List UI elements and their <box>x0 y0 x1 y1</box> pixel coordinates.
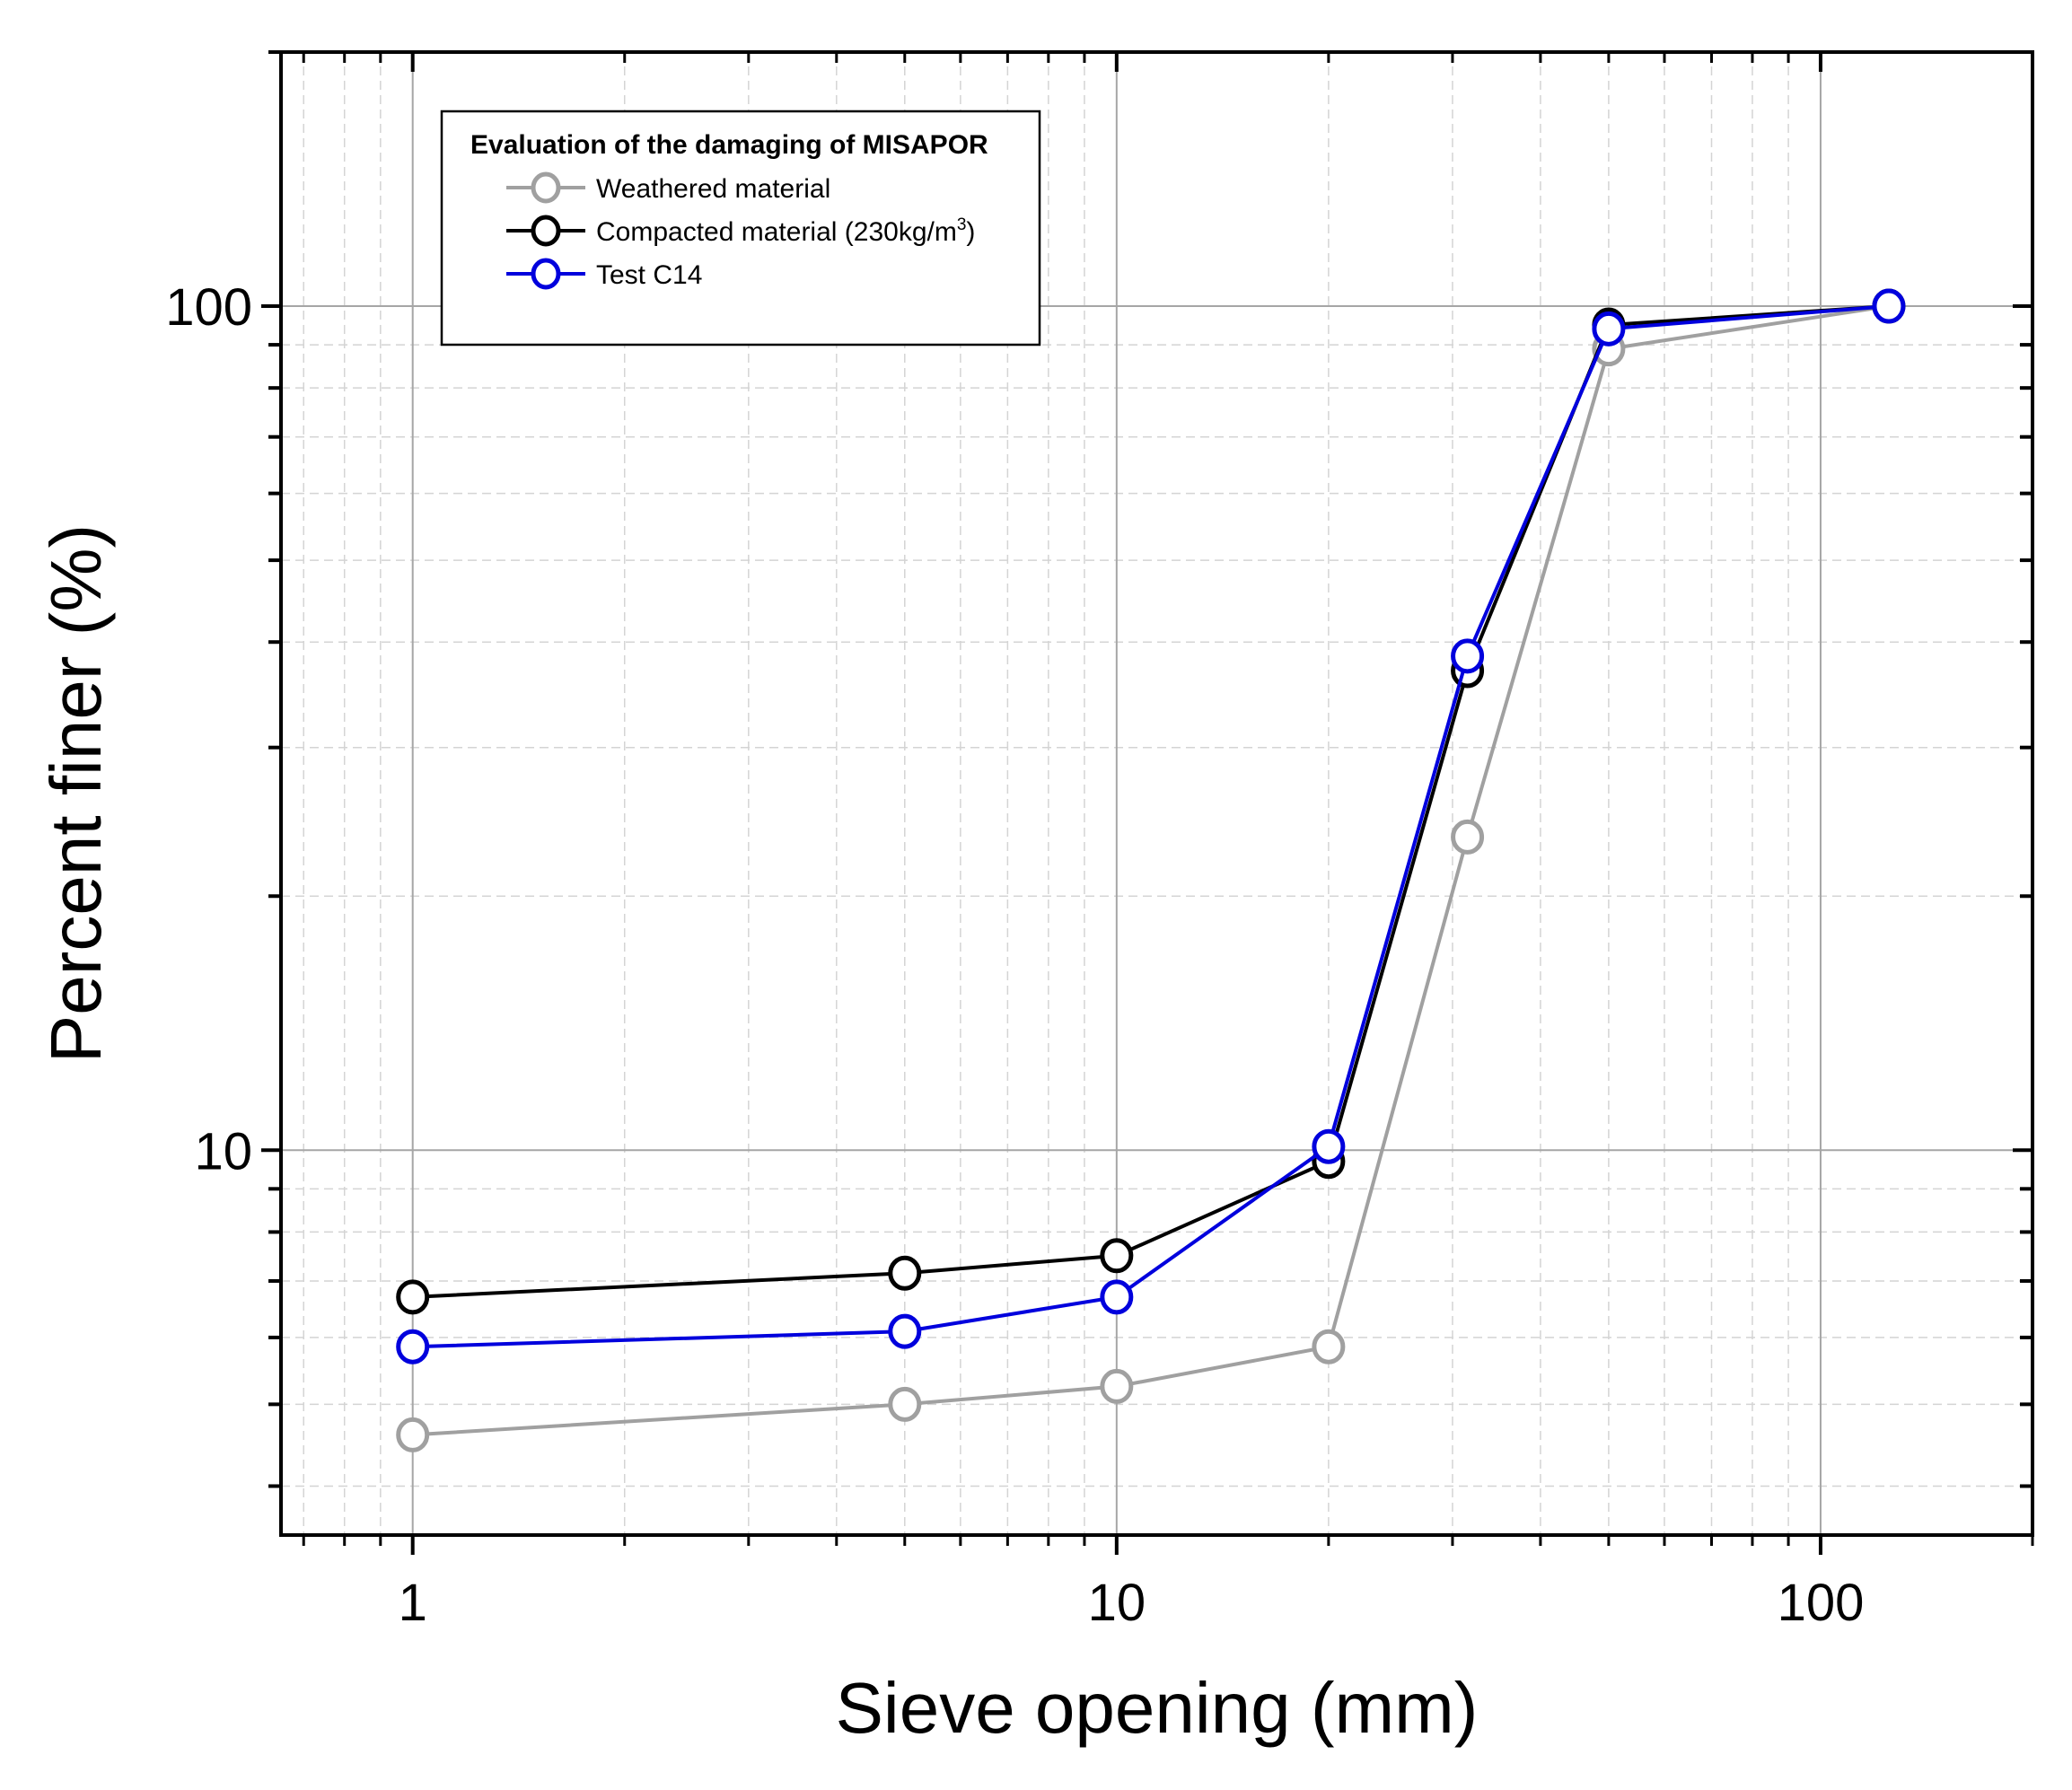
data-point <box>1100 1368 1134 1404</box>
data-point <box>1312 1128 1346 1164</box>
plot-frame <box>279 50 2034 1537</box>
x-tick-label: 100 <box>1778 1574 1865 1632</box>
data-point <box>888 1313 922 1349</box>
legend-marker <box>531 258 561 290</box>
legend-label: Compacted material (230kg/m3) <box>596 215 975 247</box>
legend-marker <box>531 215 561 247</box>
legend-marker <box>531 171 561 204</box>
data-point <box>1451 638 1485 674</box>
x-tick-label: 10 <box>1088 1574 1146 1632</box>
y-tick-label: 100 <box>165 278 252 337</box>
data-point <box>888 1386 922 1422</box>
y-axis-title: Percent finer (%) <box>36 524 116 1063</box>
axis-ticks <box>261 50 2034 1555</box>
data-point <box>1592 311 1626 347</box>
x-axis-title: Sieve opening (mm) <box>836 1668 1479 1748</box>
tick-labels: 1 10 100 10 100 <box>165 278 1864 1632</box>
legend-title: Evaluation of the damaging of MISAPOR <box>470 130 988 160</box>
y-tick-label: 10 <box>194 1122 252 1180</box>
data-point <box>1100 1279 1134 1315</box>
data-point <box>396 1279 430 1315</box>
data-point <box>1451 819 1485 855</box>
legend-items: Weathered material Compacted material (23… <box>506 171 975 290</box>
x-tick-label: 1 <box>399 1574 427 1632</box>
legend-label: Weathered material <box>596 174 830 204</box>
data-point <box>888 1255 922 1291</box>
data-point <box>396 1329 430 1364</box>
data-point <box>1312 1329 1346 1364</box>
data-point <box>396 1417 430 1452</box>
legend: Evaluation of the damaging of MISAPOR We… <box>440 110 1041 347</box>
legend-label: Test C14 <box>596 260 702 290</box>
data-point <box>1872 288 1906 324</box>
series-layer <box>396 288 1906 1452</box>
data-point <box>1100 1238 1134 1274</box>
